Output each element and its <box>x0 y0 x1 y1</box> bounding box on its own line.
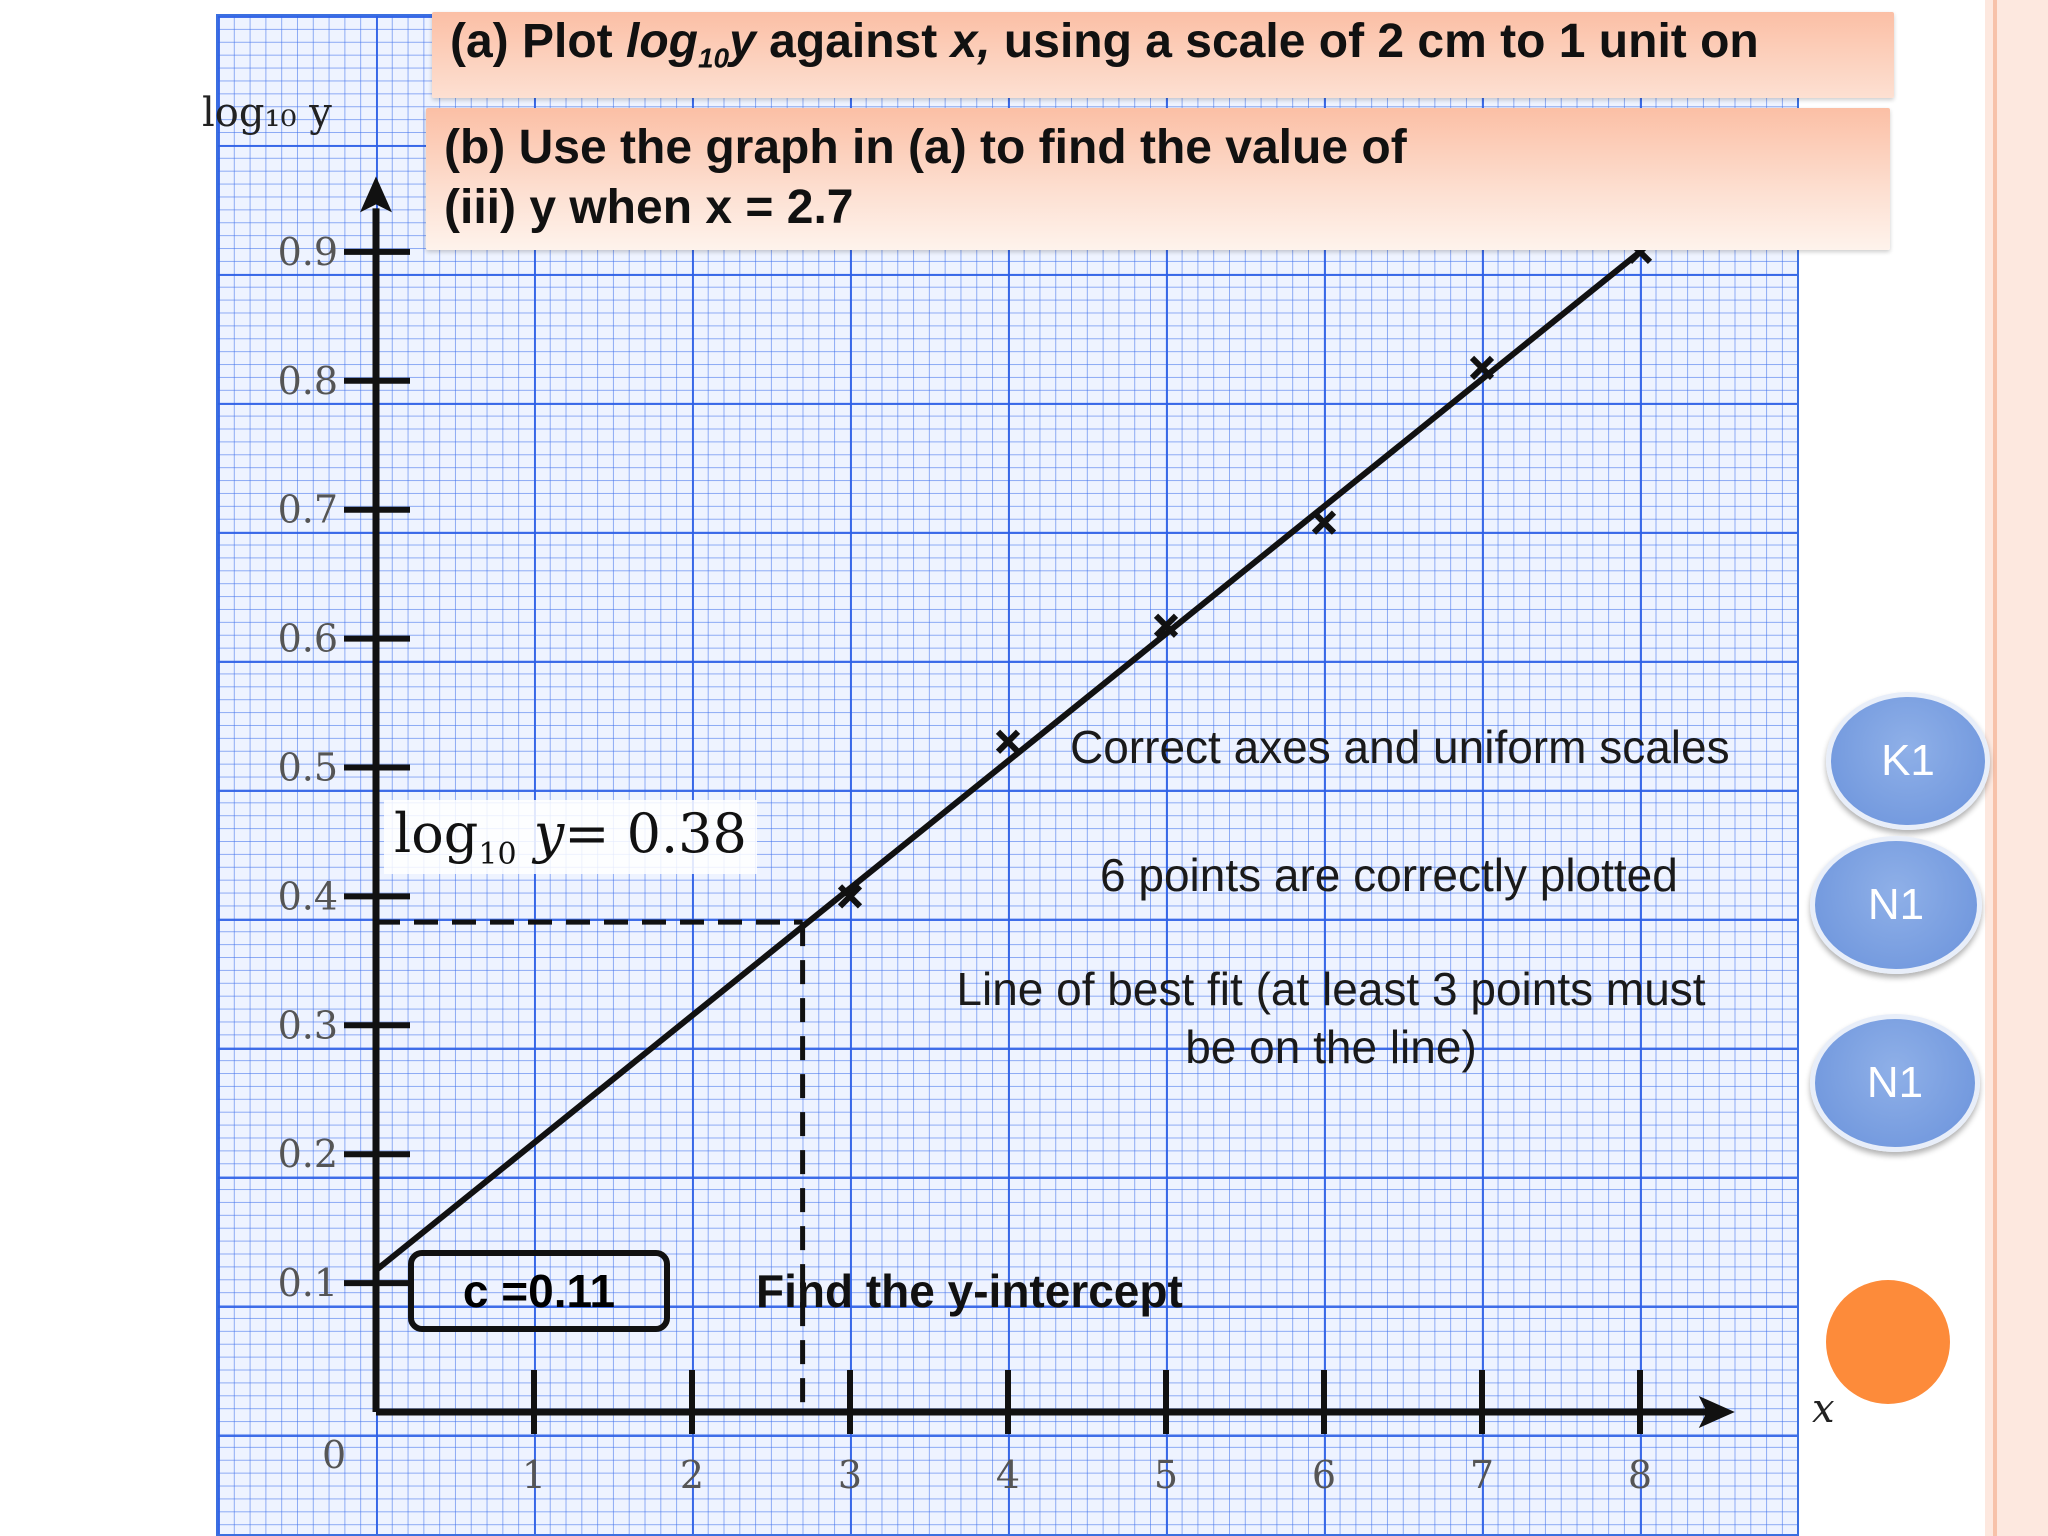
note-axes: Correct axes and uniform scales <box>1070 721 1730 773</box>
y-axis-title: log₁₀ y <box>202 90 332 136</box>
x-tick-label: 3 <box>838 1453 862 1497</box>
note-best-fit-line2: be on the line) <box>1185 1021 1477 1073</box>
best-fit-line <box>374 249 1642 1273</box>
question-a-mid: against <box>755 15 951 68</box>
note-best-fit-line1: Line of best fit (at least 3 points must <box>956 963 1706 1015</box>
question-a-prefix: (a) Plot <box>450 15 626 68</box>
data-point-stroke <box>1311 510 1337 535</box>
chart-lines <box>360 176 1735 1428</box>
answer-log: log <box>394 802 479 865</box>
data-point <box>1311 510 1337 535</box>
data-point <box>837 884 863 909</box>
question-a-log-var: y <box>729 15 756 68</box>
x-tick-label: 5 <box>1154 1453 1178 1497</box>
question-a-suffix: using a scale of 2 cm to 1 unit on <box>990 15 1759 68</box>
x-tick-label: 7 <box>1470 1453 1494 1497</box>
badge-n1-line: N1 <box>1810 1014 1980 1152</box>
question-a: (a) Plot log10y against x, using a scale… <box>432 12 1894 98</box>
origin-label: 0 <box>322 1433 346 1477</box>
y-tick-label: 0.1 <box>278 1261 338 1305</box>
x-tick-label: 8 <box>1628 1453 1652 1497</box>
data-point-stroke <box>837 884 863 909</box>
question-b: (b) Use the graph in (a) to find the val… <box>426 108 1890 250</box>
data-point-stroke <box>995 729 1021 754</box>
y-tick-label: 0.2 <box>278 1132 338 1176</box>
y-axis-arrow <box>360 176 392 213</box>
answer-var: y <box>533 802 565 865</box>
answer-log-sub: 10 <box>478 836 517 872</box>
note-points: 6 points are correctly plotted <box>1100 849 1678 901</box>
find-intercept-label: Find the y-intercept <box>756 1265 1183 1317</box>
x-tick-label: 1 <box>522 1453 546 1497</box>
question-b-line2: (iii) y when x = 2.7 <box>444 181 854 234</box>
question-a-log: log <box>626 15 698 68</box>
y-tick-label: 0.8 <box>278 359 338 403</box>
question-b-line1: (b) Use the graph in (a) to find the val… <box>444 121 1407 174</box>
x-axis-arrow <box>1698 1396 1735 1428</box>
data-point <box>1469 355 1495 381</box>
badge-k1: K1 <box>1826 692 1990 830</box>
data-point <box>1153 613 1179 638</box>
x-tick-label: 4 <box>996 1453 1020 1497</box>
x-axis-title: x <box>1812 1386 1835 1432</box>
y-tick-label: 0.5 <box>278 746 338 790</box>
x-tick-label: 6 <box>1312 1453 1336 1497</box>
axis-ticks: 1 2 3 4 5 6 7 8 0.1 0.2 0.3 0.4 0.5 0.6 0.7 0.8 0.9 <box>278 230 1653 1497</box>
y-tick-label: 0.9 <box>278 230 338 274</box>
y-tick-label: 0.3 <box>278 1003 338 1047</box>
note-best-fit: Line of best fit (at least 3 points must… <box>906 960 1756 1076</box>
x-tick-label: 2 <box>680 1453 704 1497</box>
data-point <box>995 729 1021 754</box>
question-a-log-sub: 10 <box>697 42 730 74</box>
slide-border-stripe <box>1985 0 2048 1536</box>
y-tick-label: 0.7 <box>278 488 338 532</box>
y-tick-label: 0.6 <box>278 617 338 661</box>
badge-n1-points: N1 <box>1810 836 1982 974</box>
question-a-xvar: x, <box>950 15 991 68</box>
data-point-stroke <box>1153 613 1179 638</box>
graph-paper <box>216 14 1799 1536</box>
data-point-stroke <box>1469 355 1495 381</box>
answer-value: = 0.38 <box>564 802 747 865</box>
y-tick-label: 0.4 <box>278 874 338 918</box>
orange-marker <box>1826 1280 1950 1404</box>
intercept-box: c =0.11 <box>408 1250 670 1332</box>
answer-label: log10 y= 0.38 <box>384 800 757 874</box>
